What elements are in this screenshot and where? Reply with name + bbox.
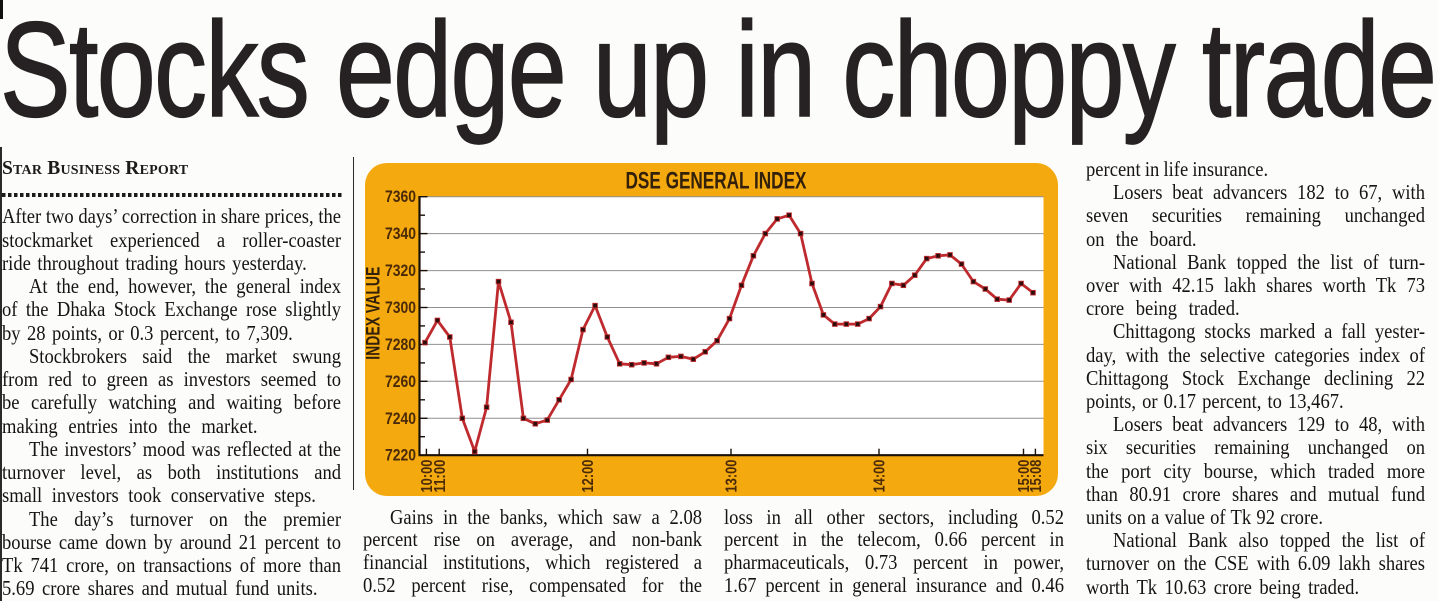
svg-text:15:00: 15:00 xyxy=(1016,460,1033,493)
svg-text:14:00: 14:00 xyxy=(872,460,889,493)
svg-text:7220: 7220 xyxy=(385,447,416,465)
svg-text:10:00: 10:00 xyxy=(419,460,436,493)
svg-text:7260: 7260 xyxy=(385,373,416,391)
svg-text:12:00: 12:00 xyxy=(580,460,597,493)
svg-text:INDEX VALUE: INDEX VALUE xyxy=(365,267,385,360)
svg-text:11:00: 11:00 xyxy=(432,460,449,493)
svg-text:DSE GENERAL INDEX: DSE GENERAL INDEX xyxy=(626,168,807,195)
svg-text:7340: 7340 xyxy=(385,225,416,243)
svg-text:13:00: 13:00 xyxy=(724,460,741,493)
svg-text:7300: 7300 xyxy=(385,299,416,317)
svg-text:7360: 7360 xyxy=(385,188,416,206)
svg-text:7280: 7280 xyxy=(385,336,416,354)
svg-text:7320: 7320 xyxy=(385,262,416,280)
svg-text:15:08: 15:08 xyxy=(1028,459,1045,492)
svg-text:7240: 7240 xyxy=(385,410,416,428)
